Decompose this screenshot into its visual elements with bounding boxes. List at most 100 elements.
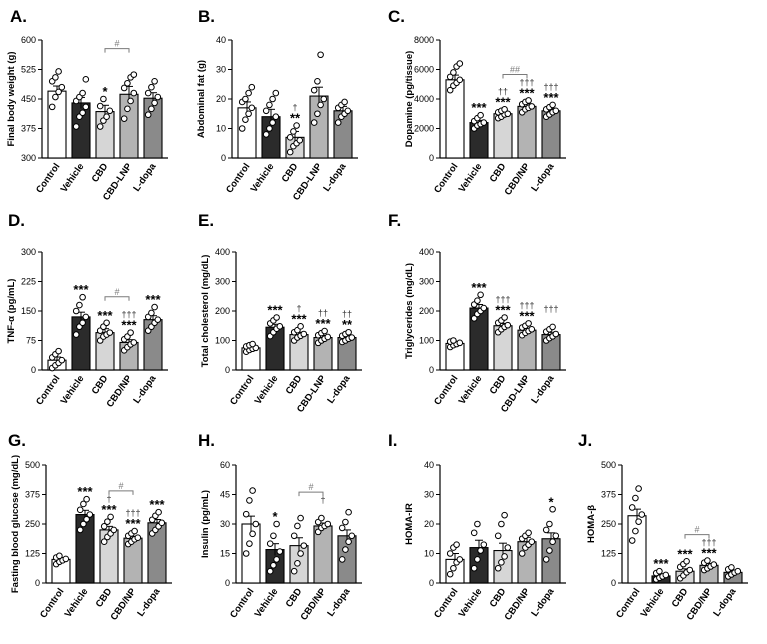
data-point [127, 329, 134, 336]
data-point [262, 131, 270, 138]
data-point [120, 84, 128, 92]
y-tick-label: 0 [225, 578, 230, 588]
data-point [148, 83, 155, 91]
x-category-label: CBD [670, 586, 691, 609]
dagger-label: †† [342, 309, 352, 319]
dagger-label: ††† [543, 82, 558, 92]
significance-label: *** [77, 484, 93, 499]
data-point [72, 331, 80, 338]
x-category-label: L-dopa [131, 373, 159, 406]
data-point [249, 530, 256, 538]
x-category-label: Control [38, 586, 66, 620]
x-category-label: CBD/NP [685, 586, 715, 623]
data-point [542, 526, 550, 534]
y-axis-label: Insulin (pg/mL) [200, 490, 211, 558]
y-tick-label: 300 [215, 277, 230, 287]
dagger-label: ††† [121, 310, 136, 320]
y-tick-label: 30 [220, 519, 230, 529]
y-tick-label: 500 [601, 460, 616, 470]
data-point [52, 93, 59, 101]
data-point [314, 110, 321, 118]
x-category-label: L-dopa [321, 161, 349, 194]
significance-label: *** [145, 292, 161, 307]
y-tick-label: 450 [21, 94, 36, 104]
significance-label: *** [101, 502, 117, 517]
dagger-label: † [106, 494, 111, 504]
data-point [96, 102, 104, 110]
data-point [528, 325, 536, 333]
data-point [456, 76, 464, 84]
significance-label: *** [121, 318, 137, 333]
significance-label: *** [315, 316, 331, 331]
significance-label: *** [73, 282, 89, 297]
data-point [296, 137, 304, 144]
bracket-label: # [118, 481, 123, 491]
data-point [549, 323, 556, 331]
x-category-label: Vehicle [457, 586, 485, 619]
x-category-label: Control [224, 161, 252, 195]
x-category-label: Vehicle [59, 161, 87, 194]
data-point [151, 303, 158, 311]
data-point [273, 556, 280, 563]
data-point [96, 123, 104, 130]
y-tick-label: 20 [424, 519, 434, 529]
bracket-label: # [308, 482, 313, 492]
x-category-label: CBD [488, 586, 509, 609]
data-point [453, 541, 460, 548]
data-point [474, 297, 481, 304]
data-point [131, 527, 138, 535]
significance-label: * [102, 84, 108, 99]
significance-label: ** [342, 317, 353, 332]
data-point [266, 101, 273, 109]
dagger-label: ††† [495, 294, 510, 304]
data-point [477, 291, 484, 299]
dagger-label: † [292, 103, 297, 113]
data-point [62, 555, 70, 563]
x-category-label: CBD [94, 586, 115, 609]
data-point [338, 556, 346, 563]
x-category-label: Vehicle [63, 586, 91, 619]
data-point [245, 89, 252, 97]
x-category-label: CBD [280, 161, 301, 184]
chart-panel: D. TNF-α (pg/mL) 0 75 150 225 300 Control *** Veh… [6, 211, 168, 410]
data-point [127, 97, 134, 105]
y-tick-label: 525 [21, 65, 36, 75]
data-point [632, 527, 639, 535]
significance-label: * [548, 494, 554, 509]
significance-label: *** [543, 90, 559, 105]
data-point [72, 123, 80, 130]
data-point [80, 520, 87, 528]
data-point [494, 532, 502, 540]
y-tick-label: 300 [21, 153, 36, 163]
dagger-label: ††† [519, 300, 534, 310]
significance-label: * [272, 509, 278, 524]
data-point [269, 119, 276, 126]
data-point [345, 508, 352, 516]
y-tick-label: 0 [31, 365, 36, 375]
x-category-label: Control [34, 161, 62, 195]
data-point [86, 511, 94, 518]
data-point [342, 518, 349, 526]
y-tick-label: 15 [220, 549, 230, 559]
comparison-bracket [684, 534, 710, 539]
data-point [628, 537, 636, 544]
x-category-label: CBD [284, 373, 305, 396]
data-point [704, 557, 711, 564]
data-point [300, 330, 308, 338]
x-category-label: CBD [90, 373, 111, 396]
data-point [632, 494, 639, 502]
data-point [552, 532, 560, 540]
x-category-label: L-dopa [135, 586, 163, 619]
y-tick-label: 0 [225, 365, 230, 375]
y-tick-label: 200 [419, 306, 434, 316]
data-point [494, 564, 502, 572]
x-category-label: Control [614, 586, 642, 620]
data-point [446, 570, 454, 578]
data-point [100, 95, 107, 103]
dagger-label: †† [318, 308, 328, 318]
data-point [100, 523, 108, 530]
data-point [474, 520, 481, 528]
significance-label: *** [291, 311, 307, 326]
data-point [456, 339, 464, 347]
data-point [546, 520, 553, 528]
